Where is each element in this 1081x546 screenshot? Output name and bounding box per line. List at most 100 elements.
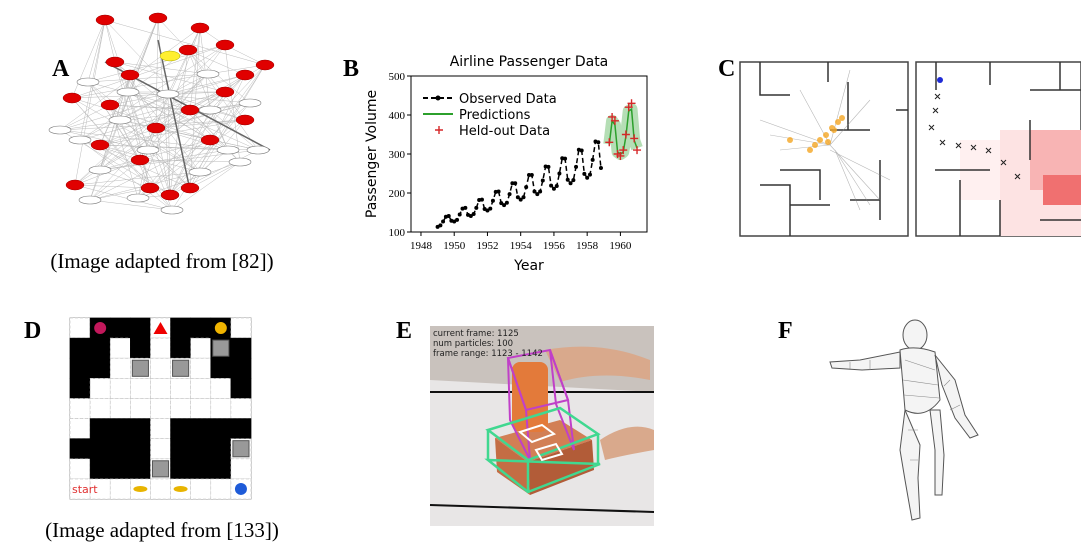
cell [90, 358, 110, 378]
cell [70, 439, 90, 459]
node [216, 40, 234, 50]
cell [90, 439, 110, 459]
lock [132, 360, 148, 376]
point [546, 165, 550, 169]
cell [150, 419, 170, 439]
node [63, 93, 81, 103]
node [79, 196, 101, 204]
node [106, 57, 124, 67]
node [181, 105, 199, 115]
panel-label: B [343, 56, 359, 82]
node [117, 88, 139, 96]
y-tick-label: 100 [389, 227, 406, 239]
cell [211, 459, 231, 479]
cell [171, 419, 191, 439]
legend-label: Held-out Data [459, 124, 550, 139]
cell [191, 479, 211, 499]
cell [110, 358, 130, 378]
node [197, 70, 219, 78]
cell [191, 318, 211, 338]
cell [191, 398, 211, 418]
cell [70, 459, 90, 479]
point [441, 219, 445, 223]
point [480, 198, 484, 202]
legend-marker [436, 96, 441, 101]
mesh-figure [830, 320, 978, 520]
cell [130, 419, 150, 439]
cell [150, 378, 170, 398]
point [599, 166, 603, 170]
point [557, 172, 561, 176]
point [522, 195, 526, 199]
cell [211, 439, 231, 459]
x-tick-label: 1950 [443, 240, 466, 252]
point [549, 184, 553, 188]
panel-label: F [778, 318, 793, 344]
page: A B C D E F (Image adapted from [82]) (I… [0, 0, 1081, 546]
point [555, 184, 559, 188]
lock [233, 441, 249, 457]
legend-label: Predictions [459, 108, 531, 123]
chart-title: Airline Passenger Data [450, 54, 609, 70]
gem [215, 322, 227, 334]
y-tick-label: 500 [389, 71, 406, 83]
cell [191, 439, 211, 459]
point [571, 178, 575, 182]
gem [235, 483, 247, 495]
cell [90, 338, 110, 358]
cell [171, 398, 191, 418]
point [582, 172, 586, 176]
node [109, 116, 131, 124]
point [591, 158, 595, 162]
node [66, 180, 84, 190]
grid-world [70, 318, 251, 499]
node [239, 99, 261, 107]
x-tick-label: 1958 [576, 240, 599, 252]
node [49, 126, 71, 134]
node [131, 155, 149, 165]
overlay-text: num particles: 100 [433, 339, 513, 349]
edge [75, 45, 225, 185]
cell [110, 479, 130, 499]
chart: Airline Passenger Data Year Passenger Vo… [364, 54, 647, 274]
cell [231, 378, 251, 398]
panel-label: D [24, 318, 41, 344]
node [191, 23, 209, 33]
cell [110, 439, 130, 459]
cell [211, 378, 231, 398]
point [438, 223, 442, 227]
gem [94, 322, 106, 334]
cell [150, 338, 170, 358]
cell [130, 398, 150, 418]
node [121, 70, 139, 80]
node [236, 70, 254, 80]
cell [130, 318, 150, 338]
node [157, 90, 179, 98]
node [127, 194, 149, 202]
overlay-text: current frame: 1125 [433, 329, 519, 339]
caption: (Image adapted from [133]) [45, 518, 279, 542]
point [472, 212, 476, 216]
cell [171, 459, 191, 479]
node [96, 15, 114, 25]
key [174, 486, 188, 492]
cell [130, 459, 150, 479]
x-tick-label: 1948 [410, 240, 433, 252]
cell [70, 378, 90, 398]
start-label: start [72, 483, 98, 496]
floor-plans [740, 62, 1081, 236]
y-axis-label: Passenger Volume [364, 90, 380, 218]
node [101, 100, 119, 110]
node [141, 183, 159, 193]
cell [110, 459, 130, 479]
cell [110, 318, 130, 338]
point [463, 206, 467, 210]
node [69, 136, 91, 144]
cell [231, 358, 251, 378]
caption: (Image adapted from [82]) [50, 249, 273, 273]
cell [231, 338, 251, 358]
point [474, 206, 478, 210]
panel-label: A [52, 56, 70, 82]
point [538, 189, 542, 193]
cell [130, 338, 150, 358]
